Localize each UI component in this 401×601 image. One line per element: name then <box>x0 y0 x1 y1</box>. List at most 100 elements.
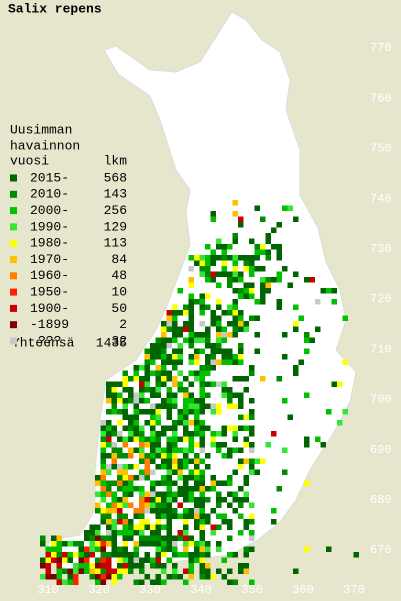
observation-square <box>199 409 205 415</box>
observation-square <box>238 271 244 277</box>
observation-square <box>238 530 244 536</box>
observation-square <box>271 277 277 283</box>
observation-square <box>183 486 189 492</box>
observation-square <box>161 524 167 530</box>
observation-square <box>62 541 68 547</box>
observation-square <box>139 530 145 536</box>
observation-square <box>194 348 200 354</box>
observation-square <box>122 381 128 387</box>
observation-square <box>232 266 238 272</box>
observation-square <box>205 343 211 349</box>
observation-square <box>95 579 101 585</box>
observation-square <box>199 381 205 387</box>
observation-square <box>106 436 112 442</box>
observation-square <box>111 579 117 585</box>
observation-square <box>249 414 255 420</box>
observation-square <box>155 392 161 398</box>
observation-square <box>150 486 156 492</box>
observation-square <box>199 376 205 382</box>
observation-square <box>172 447 178 453</box>
observation-square <box>139 387 145 393</box>
observation-square <box>238 321 244 327</box>
observation-square <box>117 563 123 569</box>
legend-swatch <box>10 272 17 280</box>
observation-square <box>238 277 244 283</box>
observation-square <box>100 508 106 514</box>
observation-square <box>128 453 134 459</box>
observation-square <box>106 502 112 508</box>
observation-square <box>166 486 172 492</box>
observation-square <box>166 475 172 481</box>
observation-square <box>84 535 90 541</box>
observation-square <box>216 409 222 415</box>
observation-square <box>106 568 112 574</box>
observation-square <box>227 310 233 316</box>
observation-square <box>183 491 189 497</box>
observation-square <box>194 398 200 404</box>
observation-square <box>139 365 145 371</box>
observation-square <box>155 497 161 503</box>
observation-square <box>216 381 222 387</box>
observation-square <box>183 376 189 382</box>
observation-square <box>260 288 266 294</box>
observation-square <box>172 458 178 464</box>
observation-square <box>150 524 156 530</box>
y-grid-label: 750 <box>370 142 392 156</box>
observation-square <box>194 464 200 470</box>
observation-square <box>265 442 271 448</box>
observation-square <box>161 491 167 497</box>
observation-square <box>172 442 178 448</box>
observation-square <box>227 332 233 338</box>
observation-square <box>150 343 156 349</box>
observation-square <box>166 574 172 580</box>
observation-square <box>221 519 227 525</box>
observation-square <box>122 546 128 552</box>
observation-square <box>205 519 211 525</box>
observation-square <box>194 370 200 376</box>
observation-square <box>232 238 238 244</box>
observation-square <box>249 398 255 404</box>
observation-square <box>183 541 189 547</box>
observation-square <box>117 574 123 580</box>
observation-square <box>293 304 299 310</box>
observation-square <box>122 491 128 497</box>
observation-square <box>177 326 183 332</box>
observation-square <box>205 271 211 277</box>
observation-square <box>133 370 139 376</box>
observation-square <box>216 348 222 354</box>
x-grid-label: 340 <box>190 583 212 597</box>
observation-square <box>100 557 106 563</box>
observation-square <box>271 431 277 437</box>
observation-square <box>188 354 194 360</box>
observation-square <box>276 255 282 261</box>
observation-square <box>210 530 216 536</box>
observation-square <box>205 277 211 283</box>
observation-square <box>287 205 293 211</box>
observation-square <box>144 497 150 503</box>
observation-square <box>78 552 84 558</box>
observation-square <box>304 442 310 448</box>
observation-square <box>166 541 172 547</box>
observation-square <box>133 579 139 585</box>
observation-square <box>210 277 216 283</box>
observation-square <box>210 475 216 481</box>
observation-square <box>133 530 139 536</box>
observation-square <box>199 310 205 316</box>
observation-square <box>249 502 255 508</box>
observation-squares <box>40 200 359 585</box>
observation-square <box>221 425 227 431</box>
observation-square <box>304 337 310 343</box>
observation-square <box>188 277 194 283</box>
observation-square <box>227 398 233 404</box>
observation-square <box>271 227 277 233</box>
observation-square <box>177 502 183 508</box>
observation-square <box>150 502 156 508</box>
observation-square <box>188 563 194 569</box>
observation-square <box>51 541 57 547</box>
observation-square <box>161 403 167 409</box>
observation-square <box>238 326 244 332</box>
observation-square <box>199 420 205 426</box>
observation-square <box>221 244 227 250</box>
observation-square <box>172 326 178 332</box>
observation-square <box>95 524 101 530</box>
